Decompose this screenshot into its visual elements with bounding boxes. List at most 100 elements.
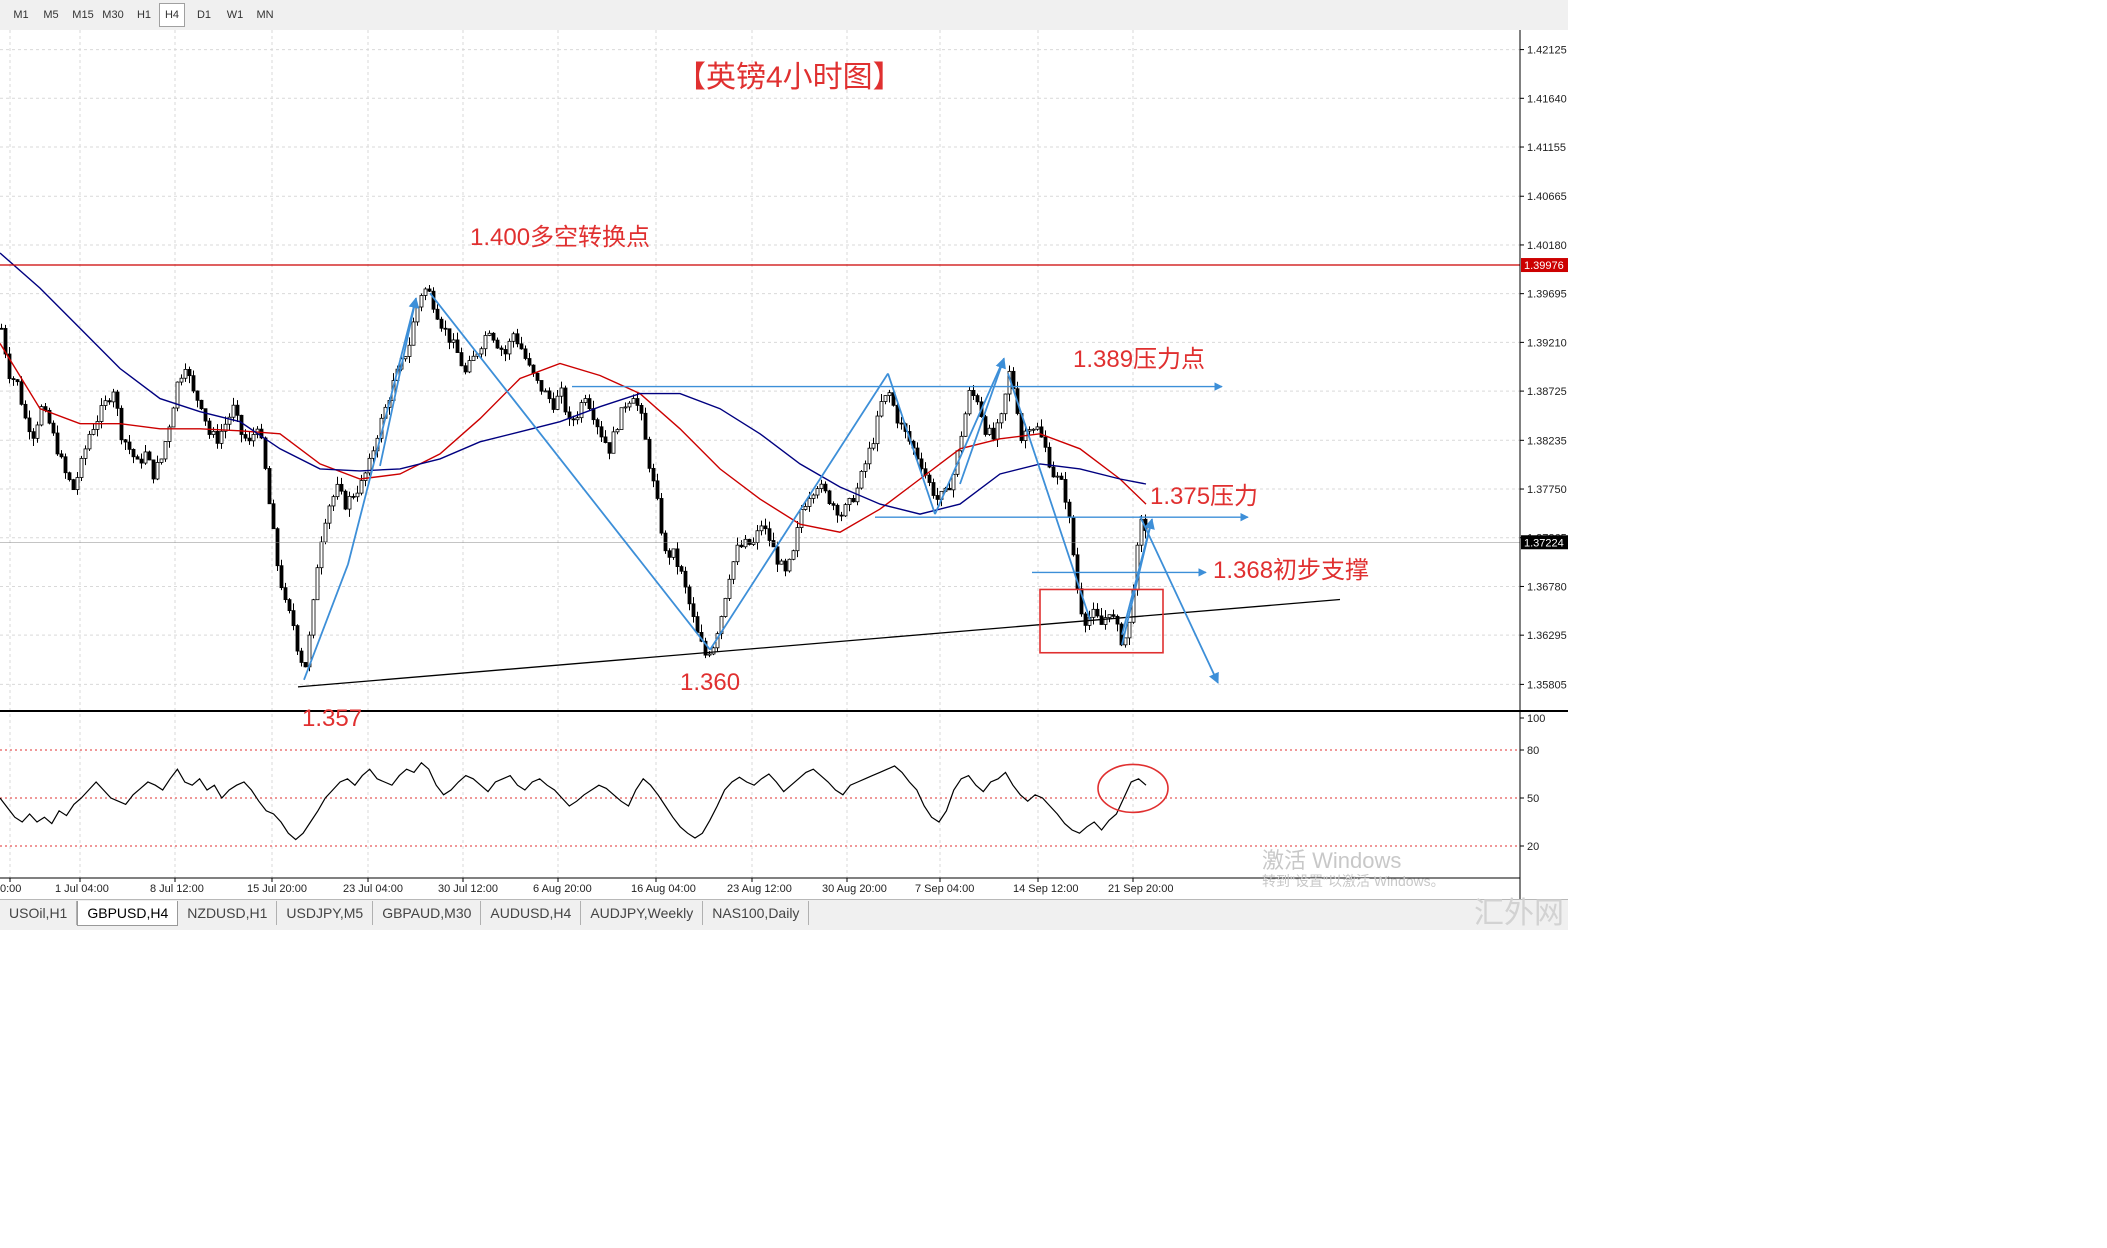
candle-body [191, 375, 196, 392]
trend-segment [303, 564, 349, 681]
candle-body [279, 565, 284, 589]
timeframe-mn[interactable]: MN [256, 9, 274, 21]
candle [579, 399, 584, 423]
candle-body [587, 398, 592, 409]
candle [315, 564, 320, 601]
candle-body [559, 387, 564, 397]
candle-body [967, 389, 972, 415]
candle [723, 597, 728, 618]
candle [611, 426, 616, 454]
candle-body [651, 467, 656, 482]
candle-body [311, 599, 316, 636]
timeframe-w1[interactable]: W1 [226, 9, 244, 21]
candle-body [843, 504, 848, 517]
chart-tab[interactable]: AUDUSD,H4 [481, 901, 582, 925]
candle [799, 505, 804, 533]
candle [459, 347, 464, 367]
candle-body [187, 368, 192, 377]
candle [667, 548, 672, 565]
price-tick-label: 1.38725 [1527, 386, 1567, 398]
candle [223, 416, 228, 439]
candle-body [451, 339, 456, 343]
candle-body [675, 548, 680, 567]
candle-body [103, 400, 108, 406]
chart-tab[interactable]: GBPAUD,M30 [373, 901, 482, 925]
chart-tab[interactable]: AUDJPY,Weekly [581, 901, 704, 925]
candle-body [1115, 615, 1120, 625]
candle-body [603, 436, 608, 443]
candle-body [1035, 426, 1040, 430]
candle [983, 414, 988, 437]
candle-body [543, 390, 548, 393]
timeframe-h1[interactable]: H1 [136, 9, 152, 21]
candle [931, 478, 936, 499]
candle-body [179, 377, 184, 383]
timeframe-m1[interactable]: M1 [13, 9, 29, 21]
trend-segment [347, 297, 417, 565]
timeframe-h4[interactable]: H4 [159, 3, 185, 27]
timeframe-d1[interactable]: D1 [196, 9, 212, 21]
candle-body [767, 528, 772, 541]
price-tick-label: 1.39210 [1527, 337, 1567, 349]
candle [847, 497, 852, 512]
candle [659, 493, 664, 536]
candle-body [799, 509, 804, 528]
candle [471, 350, 476, 361]
chart-tab[interactable]: USDJPY,M5 [277, 901, 374, 925]
main-grid [0, 30, 1568, 899]
candle-body [983, 416, 988, 435]
candle [159, 458, 164, 465]
candle [635, 392, 640, 411]
timeframe-m15[interactable]: M15 [72, 9, 94, 21]
time-tick-label: 23 Aug 12:00 [727, 883, 792, 895]
candle-body [1051, 466, 1056, 478]
activation-watermark: 激活 Windows [1262, 848, 1402, 873]
candle-body [83, 448, 88, 459]
candle-body [467, 360, 472, 373]
candle-body [623, 406, 628, 409]
candle-body [711, 647, 716, 655]
candle-body [107, 400, 112, 403]
chart-tab[interactable]: NAS100,Daily [703, 901, 810, 925]
candle [615, 428, 620, 435]
candle [651, 463, 656, 488]
candle [303, 662, 308, 668]
arrow-line [1139, 515, 1219, 684]
chart-tab[interactable]: NZDUSD,H1 [178, 901, 278, 925]
candle [503, 345, 508, 362]
time-tick-label: 7 Sep 04:00 [915, 883, 974, 895]
candle-body [635, 398, 640, 406]
candle-body [67, 472, 72, 481]
timeframe-m30[interactable]: M30 [102, 9, 124, 21]
candle [647, 436, 652, 473]
candle-body [615, 429, 620, 433]
chart-area[interactable]: 【英镑4小时图】 1.400多空转换点 1.389压力点 1.375压力 1.368初步… [0, 30, 1568, 899]
arrow-line [379, 297, 420, 467]
candle-body [471, 355, 476, 361]
candle [867, 441, 872, 470]
candle-body [167, 426, 172, 442]
candle [143, 444, 148, 465]
chart-tab[interactable]: USOil,H1 [0, 901, 78, 925]
time-axis: 0:00 1 Jul 04:00 8 Jul 12:00 15 Jul 20:00 23… [0, 877, 1520, 895]
candle [351, 493, 356, 500]
candle-body [479, 348, 484, 355]
candle [1063, 472, 1068, 510]
candle [755, 525, 760, 550]
candle-body [691, 603, 696, 617]
candle [39, 404, 44, 427]
chart-tab[interactable]: GBPUSD,H4 [77, 901, 179, 926]
candle [883, 395, 888, 405]
candle-body [611, 431, 616, 454]
candle [599, 420, 604, 443]
candle-body [339, 483, 344, 492]
candle-body [607, 442, 612, 454]
candle-body [787, 558, 792, 572]
timeframe-m5[interactable]: M5 [43, 9, 59, 21]
candle-body [987, 427, 992, 435]
candle-body [519, 343, 524, 350]
candle [275, 527, 280, 571]
candle-body [503, 349, 508, 355]
candle-body [683, 570, 688, 588]
candle-body [63, 456, 68, 474]
